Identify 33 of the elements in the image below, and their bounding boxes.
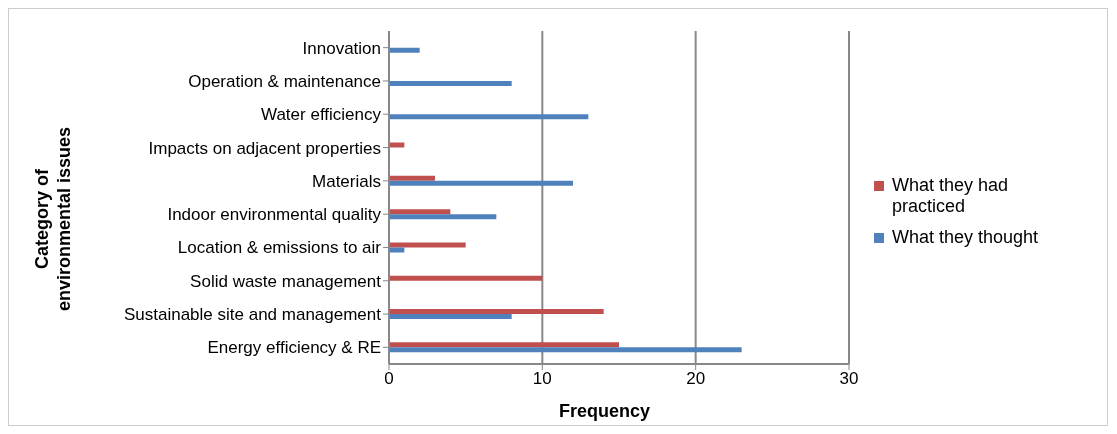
y-tick-label: Operation & maintenance <box>188 71 381 91</box>
y-tick-label: Energy efficiency & RE <box>207 338 381 358</box>
x-tick-label: 10 <box>532 369 552 389</box>
bar <box>389 142 405 148</box>
bar <box>389 247 405 253</box>
x-tick-label: 20 <box>686 369 706 389</box>
legend-label: What they thought <box>892 227 1039 248</box>
y-tick-label: Impacts on adjacent properties <box>148 138 381 158</box>
bar <box>389 347 742 353</box>
y-tick-label: Solid waste management <box>190 271 382 291</box>
bar <box>389 275 543 281</box>
y-axis-title: Category of environmental issues <box>31 125 75 314</box>
bar <box>389 114 589 120</box>
bar <box>389 175 435 181</box>
bar <box>389 314 512 320</box>
y-tick-label: Innovation <box>302 38 381 58</box>
bar <box>389 209 451 215</box>
y-tick-label: Sustainable site and management <box>123 305 382 325</box>
bar <box>389 309 604 315</box>
bar <box>389 180 573 186</box>
x-tick-label: 30 <box>839 369 859 389</box>
bar <box>389 242 466 248</box>
x-tick-label: 0 <box>384 369 394 389</box>
y-tick-label: Location & emissions to air <box>177 238 382 258</box>
bar <box>389 342 619 348</box>
x-axis-title: Frequency <box>559 401 651 422</box>
y-tick-label: Water efficiency <box>261 105 382 125</box>
bar <box>389 80 512 86</box>
bar <box>389 214 497 220</box>
y-tick-label: Materials <box>312 171 381 191</box>
legend-label: What they had practiced <box>892 175 1010 217</box>
bar <box>389 47 420 53</box>
y-tick-label: Indoor environmental quality <box>167 205 382 225</box>
